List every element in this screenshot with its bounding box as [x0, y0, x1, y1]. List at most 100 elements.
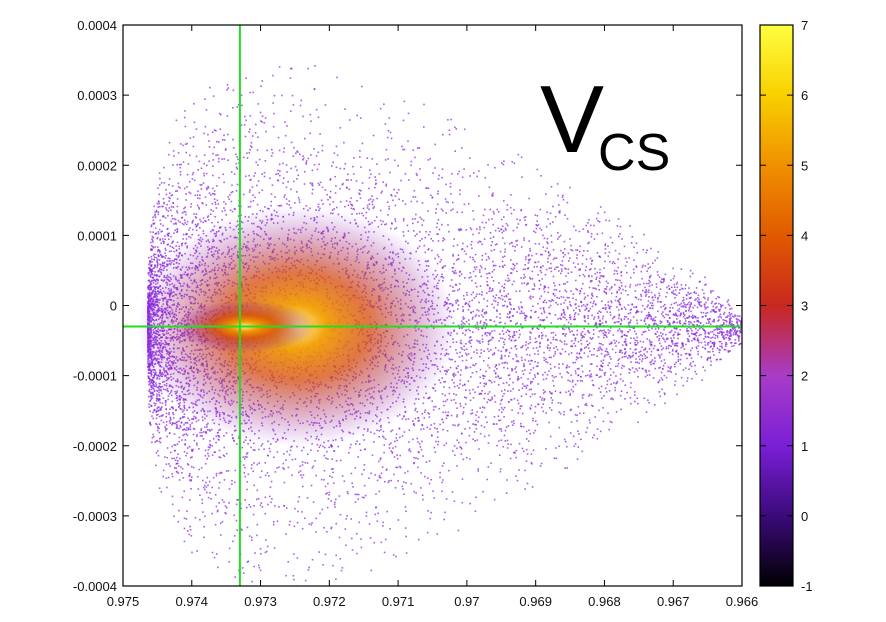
- scatter-point: [439, 471, 441, 474]
- scatter-point: [736, 334, 739, 337]
- scatter-point: [709, 323, 712, 325]
- scatter-point: [469, 175, 471, 177]
- scatter-point: [221, 139, 224, 141]
- scatter-point: [659, 288, 662, 290]
- scatter-point: [610, 398, 612, 400]
- scatter-point: [639, 354, 642, 356]
- scatter-point: [574, 361, 576, 364]
- scatter-point: [414, 218, 416, 220]
- scatter-point: [658, 276, 661, 278]
- scatter-point: [484, 268, 486, 270]
- scatter-point: [591, 363, 593, 365]
- scatter-point: [722, 336, 724, 338]
- scatter-point: [591, 379, 594, 382]
- scatter-point: [655, 286, 658, 288]
- scatter-point: [478, 448, 480, 450]
- scatter-point: [723, 311, 726, 314]
- scatter-point: [391, 194, 393, 197]
- scatter-point: [648, 276, 651, 279]
- scatter-point: [643, 233, 645, 236]
- scatter-point: [509, 336, 511, 338]
- scatter-point: [302, 485, 304, 488]
- scatter-point: [601, 330, 603, 332]
- scatter-point: [437, 233, 439, 235]
- scatter-point: [283, 177, 285, 179]
- scatter-point: [153, 384, 155, 386]
- scatter-point: [326, 450, 328, 453]
- scatter-point: [302, 157, 305, 160]
- scatter-point: [529, 407, 531, 409]
- scatter-point: [185, 421, 188, 424]
- scatter-point: [527, 343, 530, 345]
- scatter-point: [479, 241, 482, 243]
- scatter-point: [597, 212, 599, 215]
- scatter-point: [153, 256, 156, 259]
- scatter-point: [716, 328, 719, 330]
- scatter-point: [173, 232, 175, 234]
- scatter-point: [474, 391, 476, 394]
- scatter-point: [151, 258, 153, 260]
- scatter-point: [509, 303, 511, 305]
- scatter-point: [708, 351, 711, 353]
- scatter-point: [478, 293, 481, 295]
- scatter-point: [524, 268, 527, 270]
- scatter-point: [549, 407, 551, 409]
- scatter-point: [394, 195, 397, 197]
- scatter-point: [411, 218, 414, 220]
- scatter-point: [739, 330, 742, 333]
- scatter-point: [570, 352, 573, 354]
- scatter-point: [503, 341, 505, 343]
- scatter-point: [203, 162, 205, 165]
- scatter-point: [183, 450, 186, 453]
- scatter-point: [173, 217, 176, 220]
- scatter-point: [649, 341, 651, 343]
- scatter-point: [252, 200, 255, 202]
- scatter-point: [370, 173, 372, 176]
- scatter-point: [396, 457, 399, 460]
- scatter-point: [624, 308, 627, 310]
- scatter-point: [610, 358, 612, 360]
- scatter-point: [260, 502, 263, 504]
- scatter-point: [495, 324, 497, 326]
- scatter-point: [529, 278, 532, 280]
- scatter-point: [641, 277, 643, 280]
- scatter-point: [168, 153, 170, 156]
- scatter-point: [339, 127, 342, 129]
- scatter-point: [489, 286, 491, 289]
- scatter-point: [394, 220, 397, 222]
- scatter-point: [463, 128, 466, 131]
- scatter-point: [598, 255, 600, 258]
- scatter-point: [479, 376, 481, 379]
- scatter-point: [414, 235, 417, 237]
- scatter-point: [491, 398, 493, 400]
- scatter-point: [560, 318, 562, 320]
- scatter-point: [695, 287, 698, 289]
- scatter-point: [471, 279, 473, 282]
- scatter-point: [534, 341, 537, 344]
- scatter-point: [634, 342, 636, 344]
- scatter-point: [644, 348, 647, 351]
- scatter-point: [533, 285, 536, 287]
- scatter-point: [388, 205, 390, 208]
- scatter-point: [518, 389, 520, 391]
- scatter-point: [322, 203, 324, 205]
- scatter-point: [153, 435, 155, 438]
- scatter-point: [734, 329, 736, 332]
- scatter-point: [627, 294, 629, 296]
- scatter-point: [247, 443, 249, 445]
- scatter-point: [304, 170, 306, 173]
- scatter-point: [457, 254, 460, 256]
- scatter-point: [317, 182, 320, 185]
- scatter-point: [660, 353, 663, 356]
- scatter-point: [573, 445, 576, 447]
- scatter-point: [606, 380, 609, 382]
- scatter-point: [188, 475, 190, 477]
- scatter-point: [737, 319, 740, 321]
- scatter-point: [225, 452, 228, 455]
- scatter-point: [621, 352, 624, 354]
- scatter-point: [463, 345, 465, 348]
- scatter-point: [721, 332, 723, 334]
- scatter-point: [596, 233, 599, 235]
- scatter-point: [147, 372, 150, 374]
- scatter-point: [611, 286, 613, 288]
